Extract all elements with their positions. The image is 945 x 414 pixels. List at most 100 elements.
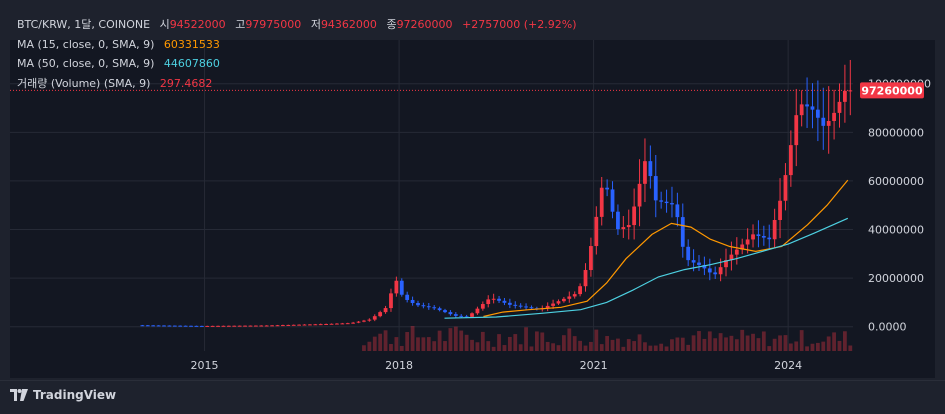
footer-bar: TradingView (0, 380, 945, 414)
candle-body (589, 246, 593, 271)
volume-row[interactable]: 거래량 (Volume) (SMA, 9) 297.4682 (17, 74, 577, 94)
volume-bar (670, 339, 674, 351)
candle-body (545, 305, 550, 309)
candle-body (616, 211, 620, 230)
candle-body (302, 324, 307, 326)
candle-body (351, 322, 356, 324)
candle-body (670, 203, 674, 205)
volume-bar (637, 334, 642, 351)
volume-bar (464, 334, 469, 351)
candle-body (778, 200, 782, 220)
candle-body (313, 324, 318, 326)
time-axis[interactable] (10, 351, 935, 378)
volume-bar (799, 330, 804, 351)
candle-body (156, 325, 161, 327)
moving-averages (444, 179, 849, 319)
candle-body (232, 325, 237, 327)
candle-body (259, 325, 264, 327)
volume-bar (394, 337, 399, 351)
volume-bar (734, 339, 739, 351)
y-tick-label: 40000000 (868, 224, 924, 237)
candle-body (599, 187, 604, 217)
volume-bar (475, 342, 480, 351)
volume-bar (459, 330, 464, 351)
ma15-line (483, 179, 849, 318)
candle-body (756, 234, 761, 236)
candle-body (356, 321, 361, 323)
candle-body (264, 325, 269, 327)
x-tick-label: 2024 (774, 359, 802, 372)
candle-body (794, 115, 799, 146)
candle-body (372, 316, 377, 320)
candle-body (691, 260, 696, 263)
volume-bar (378, 333, 383, 351)
candle-body (680, 217, 685, 247)
candle-body (383, 308, 388, 313)
volume-bar (837, 340, 842, 351)
candle-body (832, 112, 836, 121)
candle-body (399, 280, 404, 295)
candle-body (221, 325, 226, 327)
volume-bar (421, 337, 426, 351)
candle-body (632, 206, 637, 226)
volume-bar (680, 337, 685, 351)
candle-body (605, 187, 610, 190)
y-tick-label: 0.0000 (868, 321, 907, 334)
volume-bar (594, 329, 599, 351)
volume-bar (556, 345, 561, 351)
volume-bar (389, 344, 393, 351)
volume-bar (405, 332, 410, 351)
candle-body (805, 104, 809, 107)
symbol-label[interactable]: BTC/KRW, 1달, COINONE (17, 18, 151, 31)
ma15-label: MA (15, close, 0, SMA, 9) (17, 37, 155, 51)
volume-bar (362, 345, 366, 351)
candle-body (507, 302, 512, 305)
candle-body (318, 324, 323, 326)
candle-body (167, 325, 172, 327)
candle-body (524, 306, 528, 308)
candle-body (572, 294, 577, 297)
low-label: 저 (310, 18, 321, 31)
candle-body (286, 324, 291, 326)
volume-bar (767, 346, 772, 351)
volume-bar (610, 339, 615, 351)
volume-bar (751, 333, 755, 351)
volume-bar (432, 341, 437, 351)
candle-body (270, 325, 274, 327)
candle-body (448, 312, 453, 315)
volume-bar (702, 338, 707, 351)
candle-body (664, 201, 669, 204)
volume-value: 297.4682 (159, 76, 213, 90)
y-tick-label: 80000000 (868, 126, 924, 139)
ma15-row[interactable]: MA (15, close, 0, SMA, 9) 60331533 (17, 35, 577, 55)
candle-body (821, 117, 826, 126)
candle-body (183, 325, 188, 327)
candle-body (783, 175, 788, 201)
volume-bar (567, 328, 572, 351)
candle-body (178, 325, 183, 327)
candle-body (199, 325, 204, 327)
volume-bar (724, 337, 728, 351)
candle-body (734, 249, 739, 255)
ma50-row[interactable]: MA (50, close, 0, SMA, 9) 44607860 (17, 54, 577, 74)
candle-body (567, 296, 572, 299)
volume-bar (599, 344, 604, 351)
candle-body (189, 325, 193, 327)
candle-body (410, 299, 415, 304)
candle-body (237, 325, 242, 327)
volume-bar (524, 327, 528, 351)
x-tick-label: 2018 (385, 359, 413, 372)
candle-body (253, 325, 258, 327)
candle-body (686, 246, 691, 261)
tradingview-logo[interactable]: TradingView (10, 388, 116, 402)
candle-body (405, 294, 410, 300)
last-price-line: 97260000 (10, 82, 924, 99)
volume-bar (491, 346, 496, 351)
volume-bar (589, 341, 593, 351)
volume-bar (718, 333, 723, 351)
chart-pane (10, 40, 853, 351)
volume-bar (518, 344, 523, 351)
volume-bar (632, 341, 637, 351)
ohlc-row: BTC/KRW, 1달, COINONE 시94522000 고97975000… (17, 15, 577, 35)
